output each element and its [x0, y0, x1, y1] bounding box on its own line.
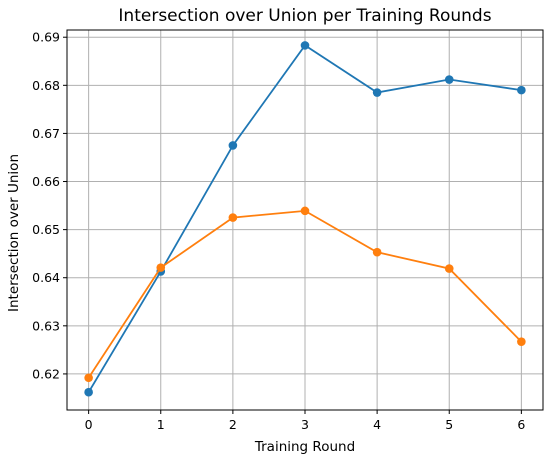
y-tick-label: 0.67: [32, 126, 60, 141]
chart-title: Intersection over Union per Training Rou…: [118, 6, 491, 26]
x-tick-label: 5: [445, 417, 453, 432]
series-2-point: [156, 263, 166, 272]
series-2-point: [228, 213, 238, 222]
ticks: 0 1 2 3 4 5 6 0.62 0.63 0.64 0.65 0.66 0.67 0.68 0.69: [32, 30, 525, 432]
x-tick-label: 3: [301, 417, 309, 432]
series-2-point: [84, 373, 93, 383]
series-2-point: [517, 337, 526, 346]
series-1-point: [372, 88, 382, 97]
y-axis-label: Intersection over Union: [6, 154, 22, 312]
series-1-point: [228, 141, 238, 150]
series-2-point: [444, 264, 454, 273]
series-1-point: [84, 387, 93, 397]
series-2-point: [300, 206, 310, 216]
y-tick-label: 0.63: [32, 318, 60, 333]
y-tick-label: 0.69: [32, 30, 60, 45]
y-tick-label: 0.68: [32, 78, 60, 93]
series-layer: [84, 41, 526, 397]
grid: [67, 30, 543, 410]
x-tick-label: 4: [373, 417, 381, 432]
series-1-point: [517, 85, 526, 95]
y-tick-label: 0.62: [32, 366, 60, 381]
x-tick-label: 6: [517, 417, 525, 432]
x-tick-label: 0: [85, 417, 93, 432]
x-tick-label: 2: [229, 417, 237, 432]
y-tick-label: 0.65: [32, 222, 60, 237]
series-1-point: [444, 75, 454, 84]
y-tick-label: 0.66: [32, 174, 60, 189]
series-1-point: [300, 41, 310, 50]
y-tick-label: 0.64: [32, 270, 60, 285]
series-2-point: [372, 247, 382, 257]
x-axis-label: Training Round: [254, 439, 355, 455]
x-tick-label: 1: [157, 417, 165, 432]
